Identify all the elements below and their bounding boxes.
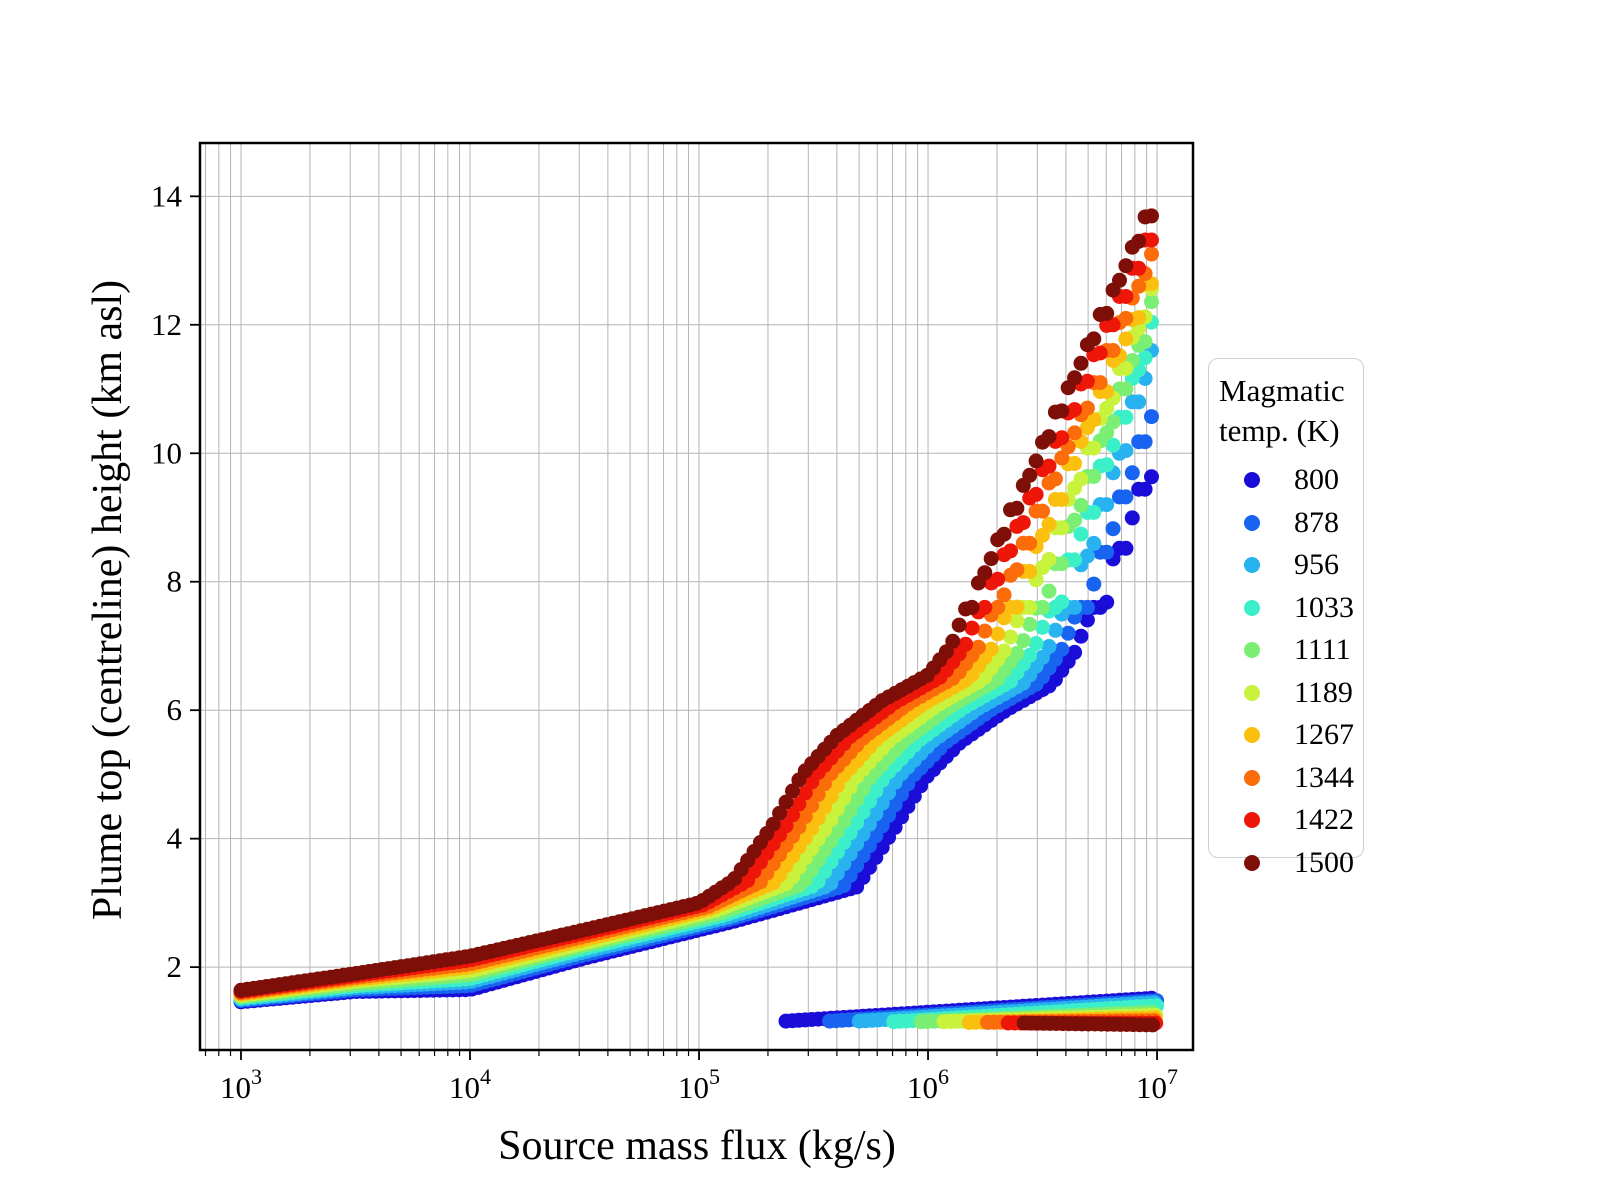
legend-marker-800-icon xyxy=(1244,472,1260,489)
legend-marker-1500-icon xyxy=(1244,854,1260,871)
legend-title-line1: Magmatic xyxy=(1219,373,1345,408)
x-tick-label-10e6: 106 xyxy=(907,1064,949,1105)
legend-title: Magmatic temp. (K) xyxy=(1219,371,1363,451)
series-800 xyxy=(233,469,1159,1029)
x-tick-label-10e5: 105 xyxy=(678,1064,720,1105)
legend-title-line2: temp. (K) xyxy=(1219,413,1340,448)
legend-label-878: 878 xyxy=(1294,505,1339,539)
plot-border xyxy=(198,141,1195,1052)
legend-entry-1422: 1422 xyxy=(1219,799,1363,842)
legend-marker-1344-icon xyxy=(1244,769,1260,786)
legend-label-1189: 1189 xyxy=(1294,675,1353,709)
legend-entry-1500: 1500 xyxy=(1219,842,1363,885)
axis-ticks xyxy=(190,195,1158,1060)
legend-entry-800: 800 xyxy=(1219,459,1363,502)
legend-label-800: 800 xyxy=(1294,463,1339,497)
legend-label-1033: 1033 xyxy=(1294,590,1354,624)
legend-label-1267: 1267 xyxy=(1294,718,1354,752)
legend-entry-1189: 1189 xyxy=(1219,672,1363,715)
legend: Magmatic temp. (K) 800 878 956 1033 1111 1189… xyxy=(1208,358,1364,879)
y-axis-label: Plume top (centreline) height (km asl) xyxy=(85,279,131,921)
legend-entry-1111: 1111 xyxy=(1219,629,1363,672)
series-1422 xyxy=(233,232,1164,1031)
x-tick-label-10e4: 104 xyxy=(449,1064,491,1105)
x-tick-label-10e7: 107 xyxy=(1136,1064,1178,1105)
y-tick-label-14: 14 xyxy=(151,178,183,213)
x-tick-label-10e3: 103 xyxy=(220,1064,262,1105)
y-tick-label-4: 4 xyxy=(167,821,183,856)
legend-label-1344: 1344 xyxy=(1294,760,1354,794)
legend-items: 800 878 956 1033 1111 1189 1267 1344 1422 1500 xyxy=(1219,459,1363,884)
y-tick-label-8: 8 xyxy=(167,564,183,599)
legend-entry-1344: 1344 xyxy=(1219,757,1363,800)
legend-marker-878-icon xyxy=(1244,514,1260,531)
legend-label-1422: 1422 xyxy=(1294,803,1354,837)
x-axis-label: Source mass flux (kg/s) xyxy=(498,1123,896,1169)
legend-label-956: 956 xyxy=(1294,548,1339,582)
legend-label-1111: 1111 xyxy=(1294,633,1351,667)
y-tick-label-2: 2 xyxy=(167,949,183,984)
legend-entry-956: 956 xyxy=(1219,544,1363,587)
legend-entry-1267: 1267 xyxy=(1219,714,1363,757)
y-tick-label-10: 10 xyxy=(151,435,182,470)
legend-label-1500: 1500 xyxy=(1294,845,1354,879)
y-tick-label-6: 6 xyxy=(167,692,183,727)
legend-marker-1267-icon xyxy=(1244,727,1260,744)
y-tick-label-12: 12 xyxy=(151,307,182,342)
legend-entry-1033: 1033 xyxy=(1219,587,1363,630)
legend-marker-956-icon xyxy=(1244,557,1260,574)
legend-marker-1111-icon xyxy=(1244,642,1260,659)
legend-marker-1422-icon xyxy=(1244,812,1260,829)
legend-marker-1033-icon xyxy=(1244,599,1260,616)
series-1500 xyxy=(233,208,1160,1033)
legend-marker-1189-icon xyxy=(1244,684,1260,701)
legend-entry-878: 878 xyxy=(1219,502,1363,545)
